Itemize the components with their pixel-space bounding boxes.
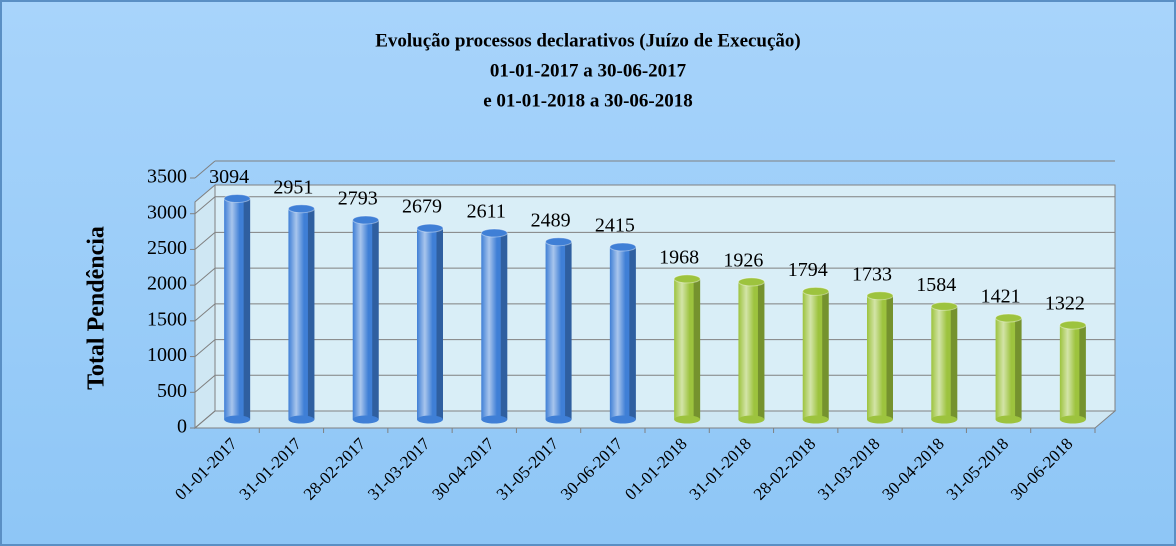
bar-top (866, 291, 894, 301)
bar-shade (481, 233, 508, 420)
bar-bottom (545, 415, 572, 424)
value-label: 2679 (402, 196, 442, 218)
bar-bottom (674, 415, 701, 424)
bar-shade (545, 241, 572, 420)
value-label: 2489 (531, 209, 571, 231)
bar-top (352, 215, 380, 225)
bar-shade (995, 318, 1022, 420)
bar-bottom (481, 415, 508, 424)
bar-shade (802, 291, 829, 420)
value-label: 2611 (467, 201, 506, 223)
bar-bottom (352, 415, 379, 424)
bar-top (1059, 320, 1087, 330)
bar-edge (822, 291, 829, 420)
bar-top (930, 301, 958, 311)
grid-line (194, 232, 216, 250)
bar-top (223, 194, 251, 203)
bar-shade (417, 228, 443, 420)
y-tick-label: 0 (177, 416, 187, 438)
grid-line (194, 303, 216, 322)
y-tick-label: 3000 (147, 201, 187, 223)
bar-edge (1079, 325, 1086, 420)
grid-line (194, 410, 216, 429)
bar-shade (867, 295, 893, 420)
bar-shade (224, 198, 251, 420)
bar-top (802, 286, 830, 296)
bar-edge (243, 198, 251, 420)
bar-bottom (224, 415, 251, 424)
value-label: 2951 (273, 176, 313, 198)
bar-edge (757, 281, 765, 420)
bar-bottom (931, 415, 958, 424)
floor (193, 410, 1117, 429)
bar-shade (1059, 325, 1086, 420)
bar-edge (307, 208, 315, 420)
bar-shade (738, 281, 765, 420)
bar-edge (886, 295, 893, 420)
bar-top (545, 237, 573, 247)
value-label: 1733 (852, 263, 892, 285)
bar-bottom (995, 415, 1022, 424)
bar-shade (674, 278, 701, 420)
bar-top (416, 223, 444, 233)
value-label: 1421 (981, 286, 1021, 308)
bar-edge (372, 220, 379, 420)
bar-bottom (417, 415, 443, 424)
bar-edge (693, 278, 701, 420)
y-tick-label: 3500 (147, 166, 187, 188)
bar-edge (629, 247, 636, 420)
value-label: 3094 (209, 166, 249, 188)
value-label: 2793 (338, 188, 378, 210)
bar-edge (500, 233, 508, 420)
value-label: 1584 (916, 274, 956, 296)
bar-shade (609, 247, 636, 420)
bar-shade (931, 306, 958, 420)
y-tick-label: 1000 (147, 344, 187, 366)
grid-line (194, 339, 216, 357)
bar-bottom (738, 415, 765, 424)
bar-top (609, 242, 637, 252)
chart-title: e 01-01-2018 a 30-06-2018 (483, 90, 693, 111)
value-label: 1926 (723, 250, 763, 272)
chart-title: Evolução processos declarativos (Juízo d… (375, 30, 801, 51)
grid-line (194, 267, 216, 286)
bar-top (995, 313, 1023, 323)
bar-shade (352, 220, 379, 420)
bar-bottom (1059, 415, 1086, 424)
grid-line (194, 160, 216, 179)
bar-shade (288, 208, 315, 420)
bar-bottom (867, 415, 893, 424)
grid-line (194, 196, 216, 215)
chart-title: 01-01-2017 a 30-06-2017 (490, 60, 687, 81)
value-label: 1322 (1045, 293, 1085, 315)
bar-edge (565, 241, 572, 420)
bar-edge (1015, 318, 1022, 420)
y-tick-label: 500 (157, 380, 187, 402)
bar-bottom (802, 415, 829, 424)
bar-edge (950, 306, 958, 420)
bar-bottom (288, 415, 315, 424)
bar-edge (436, 228, 443, 420)
bar-top (480, 228, 508, 238)
y-tick-label: 2500 (147, 237, 187, 259)
y-axis-label: Total Pendência (84, 226, 110, 390)
value-label: 1968 (659, 247, 699, 269)
value-label: 2415 (595, 215, 635, 237)
value-label: 1794 (788, 259, 828, 281)
y-tick-label: 2000 (147, 273, 187, 295)
y-tick-label: 1500 (147, 308, 187, 330)
grid-line (194, 374, 216, 393)
bar-top (737, 277, 765, 287)
bar-top (673, 274, 701, 284)
bar-top (287, 204, 315, 214)
bar-bottom (609, 415, 636, 424)
